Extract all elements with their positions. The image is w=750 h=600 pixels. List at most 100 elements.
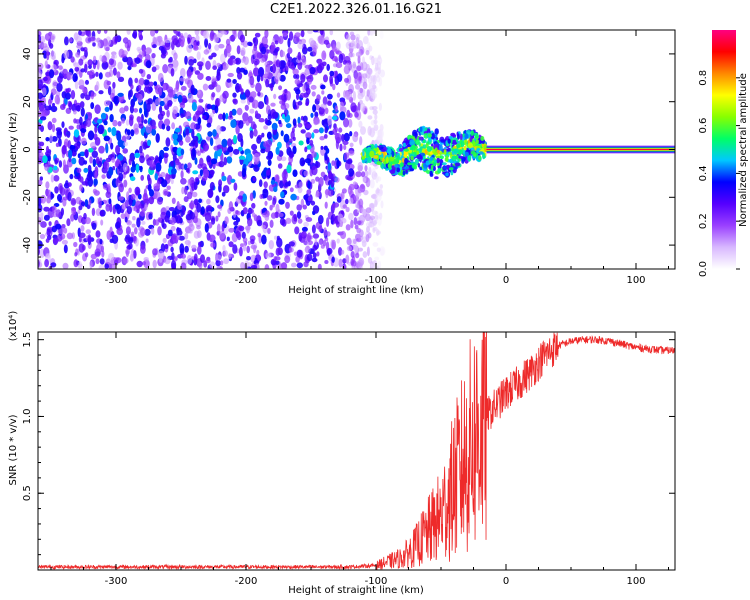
- spectrogram-cell: [316, 94, 321, 102]
- spectrogram-cell: [251, 202, 256, 209]
- spectrogram-cell: [404, 157, 409, 165]
- spectrogram-cell: [280, 191, 285, 198]
- spectrogram-cell: [432, 166, 436, 172]
- spectrogram-cell: [170, 68, 175, 77]
- spectrogram-cell: [116, 71, 121, 79]
- spectrogram-cell: [436, 157, 441, 164]
- spectrogram-cell: [352, 238, 357, 245]
- spectrogram-x-ticks: -300 -200 -100 0 100: [50, 30, 669, 286]
- spectrogram-cell: [359, 229, 364, 238]
- spectrogram-cell: [321, 90, 325, 95]
- spectrogram-cell: [134, 227, 138, 235]
- spectrogram-cell: [70, 90, 76, 100]
- spectrogram-cell: [97, 124, 105, 135]
- spectrogram-cell: [318, 176, 324, 187]
- spectrogram-cell: [74, 252, 78, 257]
- spectrogram-cell: [38, 196, 42, 207]
- spectrogram-cell: [206, 155, 211, 163]
- spectrogram-cell: [153, 183, 160, 190]
- spectrogram-cell: [293, 213, 297, 220]
- spectrogram-cell: [127, 237, 134, 244]
- spectrogram-cell: [402, 142, 406, 148]
- spectrogram-cell: [287, 37, 291, 48]
- spectrogram-cell: [321, 50, 327, 61]
- spectrogram-cell: [236, 107, 243, 116]
- spectrogram-cell: [299, 92, 306, 99]
- spectrogram-cell: [311, 165, 318, 176]
- spectrogram-cell: [409, 139, 415, 146]
- spectrogram-cell: [108, 252, 115, 261]
- spectrogram-cell: [257, 232, 262, 238]
- spectrogram-cell: [454, 162, 461, 167]
- spectrogram-cell: [47, 121, 53, 131]
- spectrogram-cell: [222, 65, 228, 71]
- spectrogram-cell: [241, 168, 247, 178]
- spectrogram-cell: [261, 132, 265, 138]
- spectrogram-cell: [434, 134, 438, 138]
- spectrogram-cell: [273, 186, 278, 193]
- spectrogram-cell: [119, 182, 124, 188]
- spectrogram-cell: [66, 218, 71, 227]
- spectrogram-cell: [429, 170, 433, 176]
- x-tick-label: -200: [235, 576, 258, 587]
- spectrogram-cell: [51, 123, 56, 133]
- spectrogram-cell: [345, 254, 350, 264]
- spectrogram-cell: [296, 204, 303, 211]
- spectrogram-cell: [336, 196, 342, 203]
- spectrogram-cell: [398, 144, 402, 148]
- spectrogram-cell: [451, 148, 454, 152]
- spectrogram-cell: [317, 263, 322, 269]
- spectrogram-cell: [233, 134, 237, 144]
- spectrogram-cell: [469, 137, 473, 142]
- spectrogram-cell: [368, 166, 372, 176]
- spectrogram-cell: [164, 39, 171, 44]
- spectrogram-cell: [39, 116, 47, 121]
- spectrogram-cell: [188, 223, 195, 232]
- spectrogram-cell: [297, 41, 304, 50]
- spectrogram-cell: [279, 180, 284, 189]
- spectrogram-cell: [77, 153, 81, 159]
- spectrogram-cell: [143, 101, 147, 112]
- spectrogram-cell: [298, 181, 304, 188]
- spectrogram-cell: [198, 98, 204, 103]
- spectrogram-cell: [358, 120, 363, 128]
- spectrogram-cell: [216, 144, 223, 150]
- spectrogram-cell: [336, 159, 340, 169]
- spectrogram-cell: [326, 248, 331, 256]
- spectrogram-cell: [343, 144, 347, 151]
- spectrogram-cell: [228, 252, 232, 260]
- spectrogram-cell: [194, 157, 198, 165]
- spectrogram-cell: [183, 121, 190, 128]
- spectrogram-cell: [249, 108, 255, 114]
- spectrogram-cell: [106, 230, 112, 241]
- spectrogram-cell: [171, 233, 178, 240]
- spectrogram-cell: [80, 47, 85, 52]
- spectrogram-cell: [372, 242, 379, 247]
- spectrogram-cell: [221, 175, 227, 182]
- spectrogram-cell: [320, 103, 327, 109]
- spectrogram-cell: [92, 188, 98, 194]
- spectrogram-cell: [443, 166, 448, 170]
- spectrogram-cell: [117, 121, 122, 127]
- spectrogram-cell: [320, 145, 324, 150]
- spectrogram-cell: [315, 176, 320, 182]
- spectrogram-cell: [63, 227, 68, 234]
- spectrogram-cell: [171, 35, 178, 43]
- spectrogram-cell: [170, 160, 175, 167]
- spectrogram-cell: [253, 36, 259, 47]
- spectrogram-cell: [183, 196, 189, 203]
- spectrogram-cell: [261, 234, 267, 245]
- spectrogram-cell: [185, 213, 193, 221]
- spectrogram-cell: [168, 58, 171, 63]
- spectrogram-cell: [246, 256, 251, 261]
- spectrogram-cell: [296, 92, 300, 101]
- spectrogram-cell: [278, 60, 285, 70]
- spectrogram-cell: [42, 76, 48, 82]
- spectrogram-cell: [139, 155, 145, 164]
- spectrogram-cell: [256, 249, 260, 255]
- spectrogram-cell: [253, 128, 258, 137]
- spectrogram-cell: [48, 98, 52, 106]
- x-tick-label: 0: [503, 275, 509, 286]
- spectrogram-cell: [101, 250, 105, 258]
- spectrogram-cell: [282, 32, 288, 37]
